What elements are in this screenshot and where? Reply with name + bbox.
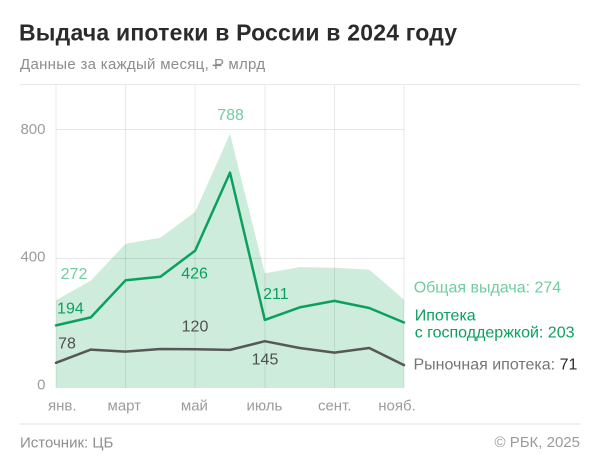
svg-text:Выдача ипотеки в России в 2024: Выдача ипотеки в России в 2024 году (19, 20, 457, 46)
svg-text:400: 400 (20, 249, 45, 266)
svg-text:0: 0 (37, 377, 45, 394)
svg-text:с господдержкой: 203: с господдержкой: 203 (415, 325, 575, 342)
svg-text:март: март (108, 398, 142, 415)
svg-text:800: 800 (20, 121, 45, 138)
svg-text:78: 78 (58, 335, 76, 352)
svg-text:июль: июль (246, 398, 282, 415)
svg-text:Ипотека: Ипотека (415, 307, 476, 324)
svg-text:май: май (181, 398, 208, 415)
svg-text:нояб.: нояб. (378, 398, 416, 415)
svg-text:426: 426 (181, 265, 208, 282)
svg-text:Источник: ЦБ: Источник: ЦБ (20, 435, 113, 452)
svg-text:Р: Р (214, 56, 224, 73)
svg-text:янв.: янв. (48, 398, 77, 415)
svg-text:Данные за каждый месяц,: Данные за каждый месяц, (20, 56, 209, 73)
svg-text:194: 194 (57, 301, 84, 318)
svg-text:сент.: сент. (318, 398, 352, 415)
svg-text:120: 120 (182, 319, 209, 336)
svg-text:Рыночная ипотека: 71: Рыночная ипотека: 71 (414, 357, 578, 374)
svg-text:272: 272 (61, 266, 88, 283)
svg-text:211: 211 (263, 286, 289, 303)
svg-text:млрд: млрд (228, 56, 265, 73)
svg-text:Общая выдача: 274: Общая выдача: 274 (414, 280, 562, 297)
svg-text:© РБК, 2025: © РБК, 2025 (494, 434, 580, 451)
svg-text:145: 145 (252, 352, 279, 369)
svg-text:788: 788 (217, 107, 244, 124)
